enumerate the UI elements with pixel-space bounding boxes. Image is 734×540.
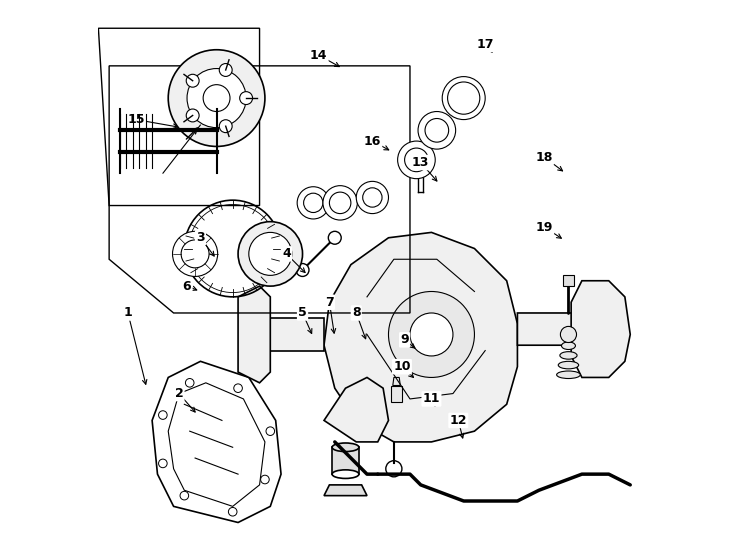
Text: 15: 15 <box>127 113 145 126</box>
Circle shape <box>363 188 382 207</box>
Circle shape <box>181 240 209 268</box>
Circle shape <box>180 491 189 500</box>
Circle shape <box>233 384 242 393</box>
Circle shape <box>328 231 341 244</box>
Circle shape <box>187 69 246 127</box>
Circle shape <box>448 82 480 114</box>
Polygon shape <box>332 447 359 474</box>
Text: 8: 8 <box>352 307 360 320</box>
Circle shape <box>172 231 218 276</box>
Circle shape <box>356 181 388 214</box>
Circle shape <box>330 192 351 214</box>
Ellipse shape <box>560 352 577 359</box>
Polygon shape <box>563 275 574 286</box>
Ellipse shape <box>562 342 575 349</box>
Text: 3: 3 <box>196 231 205 244</box>
Circle shape <box>304 193 323 213</box>
Circle shape <box>240 92 252 105</box>
Circle shape <box>238 221 302 286</box>
Circle shape <box>186 75 199 87</box>
Text: 5: 5 <box>298 307 307 320</box>
Circle shape <box>560 326 576 342</box>
Text: 12: 12 <box>450 414 467 427</box>
Circle shape <box>186 109 199 122</box>
Circle shape <box>418 112 456 149</box>
Circle shape <box>297 187 330 219</box>
Polygon shape <box>393 377 400 386</box>
Polygon shape <box>324 485 367 496</box>
Text: 10: 10 <box>393 360 410 373</box>
Circle shape <box>410 313 453 356</box>
Polygon shape <box>238 286 270 383</box>
Circle shape <box>425 118 448 142</box>
Text: 2: 2 <box>175 387 184 400</box>
Circle shape <box>228 508 237 516</box>
Circle shape <box>219 64 232 77</box>
Circle shape <box>168 50 265 146</box>
Circle shape <box>219 120 232 133</box>
Circle shape <box>296 264 309 276</box>
Ellipse shape <box>332 443 359 451</box>
Text: 19: 19 <box>536 220 553 233</box>
Text: 4: 4 <box>282 247 291 260</box>
Ellipse shape <box>332 470 359 478</box>
Text: 1: 1 <box>123 307 132 320</box>
Circle shape <box>398 141 435 179</box>
Circle shape <box>323 186 357 220</box>
Ellipse shape <box>559 361 578 369</box>
Circle shape <box>203 85 230 112</box>
Circle shape <box>404 148 428 172</box>
Polygon shape <box>571 281 631 377</box>
Circle shape <box>186 379 194 387</box>
Text: 9: 9 <box>400 333 409 346</box>
Circle shape <box>159 459 167 468</box>
Circle shape <box>386 461 402 477</box>
Text: 18: 18 <box>536 151 553 164</box>
Polygon shape <box>324 377 388 442</box>
Circle shape <box>442 77 485 119</box>
Text: 14: 14 <box>310 49 327 62</box>
Circle shape <box>388 292 474 377</box>
Text: 7: 7 <box>325 296 334 309</box>
Polygon shape <box>249 319 324 350</box>
Circle shape <box>261 475 269 484</box>
Text: 17: 17 <box>476 38 494 51</box>
Text: 6: 6 <box>183 280 192 293</box>
Polygon shape <box>152 361 281 523</box>
Text: 16: 16 <box>363 134 381 147</box>
Polygon shape <box>517 313 592 345</box>
Polygon shape <box>324 232 517 442</box>
Text: 13: 13 <box>412 156 429 169</box>
Ellipse shape <box>556 371 581 379</box>
Circle shape <box>159 411 167 420</box>
Polygon shape <box>391 386 402 402</box>
Circle shape <box>249 232 292 275</box>
Text: 11: 11 <box>423 393 440 406</box>
Circle shape <box>266 427 275 435</box>
